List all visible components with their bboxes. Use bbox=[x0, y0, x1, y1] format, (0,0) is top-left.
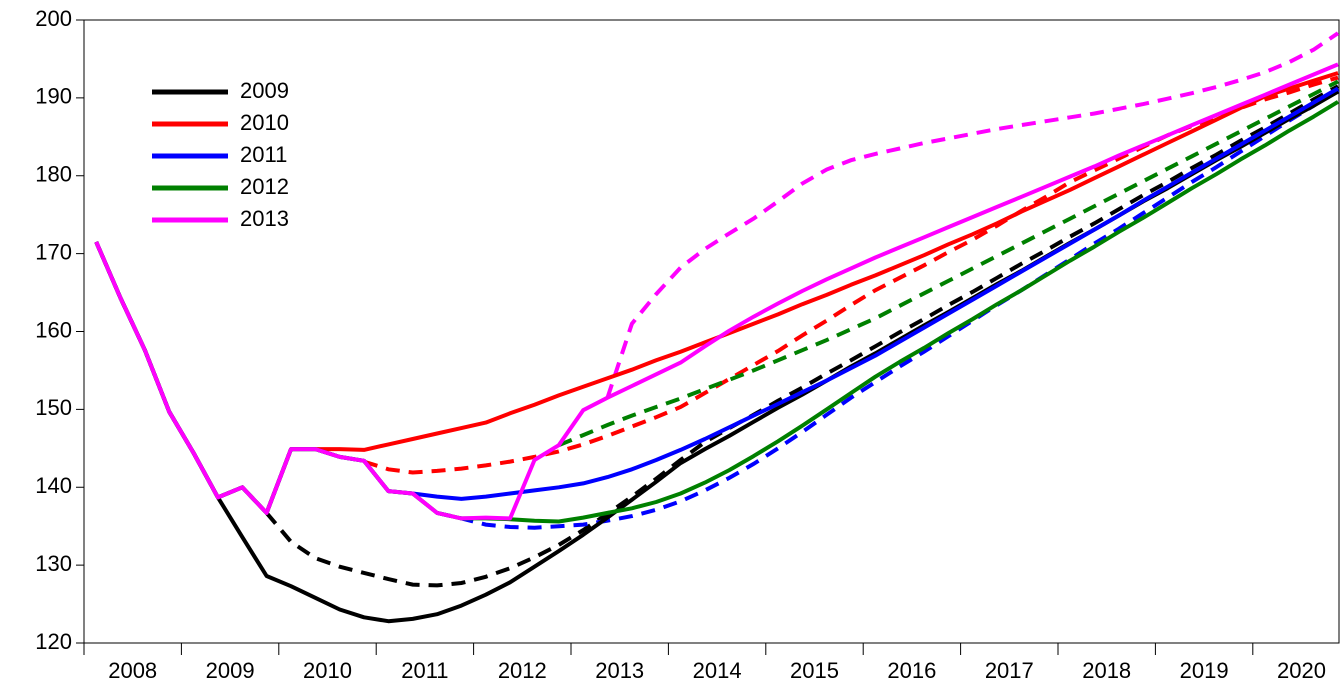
x-tick-label: 2008 bbox=[108, 658, 157, 683]
y-tick-label: 130 bbox=[35, 551, 72, 576]
x-tick-label: 2018 bbox=[1082, 658, 1131, 683]
x-tick-label: 2019 bbox=[1180, 658, 1229, 683]
forecast-line bbox=[558, 79, 1339, 448]
legend-label: 2012 bbox=[240, 174, 289, 199]
y-tick-label: 170 bbox=[35, 239, 72, 264]
x-tick-label: 2014 bbox=[693, 658, 742, 683]
legend-label: 2013 bbox=[240, 206, 289, 231]
y-tick-label: 140 bbox=[35, 473, 72, 498]
y-tick-label: 190 bbox=[35, 84, 72, 109]
series-line bbox=[94, 71, 1339, 515]
y-tick-label: 160 bbox=[35, 317, 72, 342]
x-tick-label: 2016 bbox=[887, 658, 936, 683]
y-tick-label: 120 bbox=[35, 629, 72, 654]
y-tick-label: 200 bbox=[35, 6, 72, 31]
x-tick-label: 2020 bbox=[1277, 658, 1326, 683]
series-line bbox=[94, 89, 1340, 624]
x-tick-label: 2012 bbox=[498, 658, 547, 683]
forecast-line bbox=[436, 88, 1340, 530]
y-tick-label: 180 bbox=[35, 162, 72, 187]
legend-label: 2010 bbox=[240, 110, 289, 135]
x-tick-label: 2010 bbox=[303, 658, 352, 683]
legend-label: 2009 bbox=[240, 78, 289, 103]
x-tick-label: 2013 bbox=[595, 658, 644, 683]
x-tick-label: 2009 bbox=[206, 658, 255, 683]
x-tick-label: 2017 bbox=[985, 658, 1034, 683]
x-tick-label: 2015 bbox=[790, 658, 839, 683]
legend-label: 2011 bbox=[240, 142, 287, 167]
forecast-line bbox=[363, 75, 1339, 475]
x-tick-label: 2011 bbox=[401, 658, 448, 683]
forecast-line bbox=[265, 84, 1339, 588]
series-line bbox=[94, 62, 1339, 521]
y-tick-label: 150 bbox=[35, 395, 72, 420]
forecast-line bbox=[605, 31, 1340, 399]
